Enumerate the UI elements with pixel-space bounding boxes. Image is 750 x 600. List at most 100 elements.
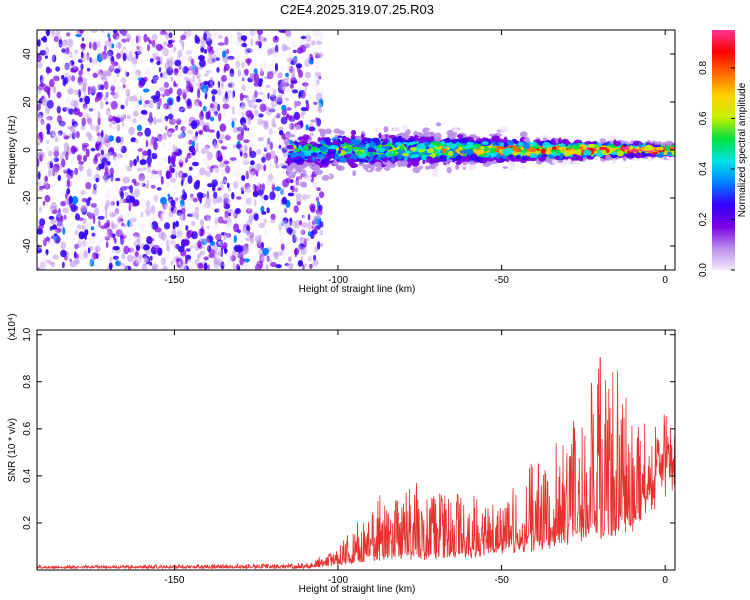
heatmap-cell xyxy=(284,97,290,101)
heatmap-cell xyxy=(135,69,141,77)
heatmap-cell xyxy=(55,227,62,233)
heatmap-cell xyxy=(207,69,211,75)
heatmap-cell xyxy=(284,72,290,78)
heatmap-cell xyxy=(273,252,279,260)
heatmap-cell xyxy=(318,191,325,199)
heatmap-cell xyxy=(280,243,285,251)
heatmap-cell xyxy=(176,73,184,79)
heatmap-cell xyxy=(180,207,186,214)
heatmap-cell xyxy=(64,72,68,77)
heatmap-cell xyxy=(90,30,98,33)
heatmap-cell xyxy=(190,220,196,227)
heatmap-cell xyxy=(74,49,78,54)
heatmap-cell xyxy=(86,263,91,268)
heatmap-cell xyxy=(649,153,655,158)
heatmap-cell xyxy=(224,63,230,72)
heatmap-cell xyxy=(45,249,49,256)
heatmap-cell xyxy=(241,262,250,268)
heatmap-cell xyxy=(116,233,121,237)
heatmap-cell xyxy=(146,212,150,218)
heatmap-cell xyxy=(109,122,112,129)
heatmap-cell xyxy=(133,70,139,80)
heatmap-cell xyxy=(231,117,237,122)
heatmap-cell xyxy=(311,83,315,90)
heatmap-cell xyxy=(130,137,137,143)
heatmap-cell xyxy=(37,158,40,167)
heatmap-cell xyxy=(138,133,142,138)
heatmap-cell xyxy=(120,50,124,56)
heatmap-cell xyxy=(281,191,288,198)
heatmap-cell xyxy=(75,101,82,106)
heatmap-cell xyxy=(312,215,319,224)
heatmap-cell xyxy=(111,43,115,49)
heatmap-cell xyxy=(281,165,288,169)
heatmap-cell xyxy=(538,153,542,158)
heatmap-cell xyxy=(156,60,161,66)
heatmap-cell xyxy=(217,250,224,257)
heatmap-cell xyxy=(216,196,220,200)
heatmap-cell xyxy=(103,174,109,183)
heatmap-cell xyxy=(664,144,671,152)
heatmap-cell xyxy=(65,46,70,55)
heatmap-cell xyxy=(520,166,528,170)
heatmap-cell xyxy=(63,63,70,70)
heatmap-cell xyxy=(236,31,240,36)
heatmap-cell xyxy=(279,222,285,227)
heatmap-cell xyxy=(250,237,255,244)
heatmap-cell xyxy=(248,214,254,223)
heatmap-cell xyxy=(40,118,45,125)
heatmap-cell xyxy=(446,146,451,150)
heatmap-cell xyxy=(185,50,191,57)
heatmap-cell xyxy=(259,86,263,93)
heatmap-cell xyxy=(255,98,262,103)
heatmap-cell xyxy=(178,260,185,268)
heatmap-cell xyxy=(367,168,371,171)
heatmap-cell xyxy=(216,265,220,270)
heatmap-cell xyxy=(273,142,281,147)
heatmap-cell xyxy=(259,183,262,190)
heatmap-cell xyxy=(300,35,307,40)
heatmap-cell xyxy=(253,68,258,76)
heatmap-cell xyxy=(336,165,345,171)
heatmap-cell xyxy=(253,73,260,83)
heatmap-cell xyxy=(131,178,137,184)
heatmap-cell xyxy=(292,220,298,229)
heatmap-cell xyxy=(314,30,318,37)
heatmap-cell xyxy=(139,254,142,263)
heatmap-cell xyxy=(66,251,70,258)
heatmap-cell xyxy=(152,64,157,71)
heatmap-cell xyxy=(241,42,247,48)
heatmap-cell xyxy=(156,265,163,270)
heatmap-cell xyxy=(289,217,293,226)
heatmap-cell xyxy=(40,79,47,83)
heatmap-cell xyxy=(37,188,44,192)
heatmap-cell xyxy=(218,258,222,267)
heatmap-cell xyxy=(104,236,110,241)
heatmap-cell xyxy=(192,100,198,108)
heatmap-cell xyxy=(87,247,91,254)
heatmap-cell xyxy=(295,63,303,69)
heatmap-cell xyxy=(284,77,290,81)
heatmap-cell xyxy=(312,30,315,37)
heatmap-cell xyxy=(381,134,386,140)
heatmap-cell xyxy=(633,140,639,147)
heatmap-cell xyxy=(555,155,560,161)
heatmap-cell xyxy=(350,129,357,136)
heatmap-cell xyxy=(78,81,86,87)
heatmap-cell xyxy=(178,106,186,113)
heatmap-cell xyxy=(218,34,223,40)
heatmap-cell xyxy=(76,47,83,53)
heatmap-cell xyxy=(211,245,219,252)
heatmap-cell xyxy=(248,202,255,208)
heatmap-cell xyxy=(169,65,173,71)
heatmap-cell xyxy=(86,212,92,217)
heatmap-cell xyxy=(59,30,65,34)
heatmap-cell xyxy=(107,152,113,157)
heatmap-cell xyxy=(219,123,227,132)
heatmap-cell xyxy=(248,232,254,239)
heatmap-cell xyxy=(215,51,223,58)
heatmap-cell xyxy=(621,146,630,151)
heatmap-cell xyxy=(319,229,324,236)
heatmap-cell xyxy=(80,190,86,196)
heatmap-cell xyxy=(161,157,167,164)
